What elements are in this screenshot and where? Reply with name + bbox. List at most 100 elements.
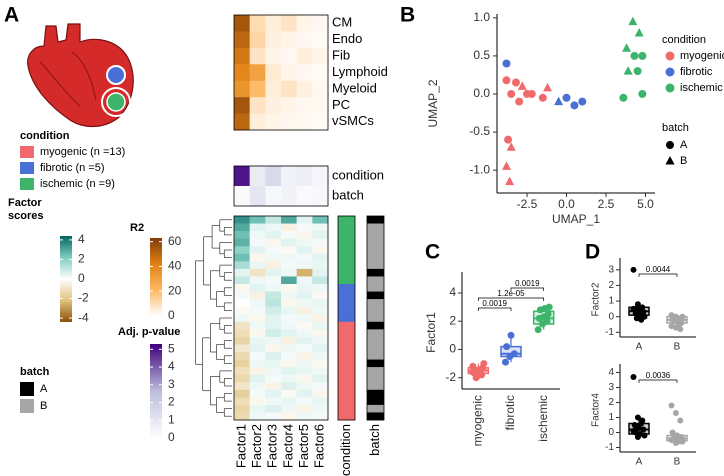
legend-title: condition bbox=[20, 130, 70, 142]
heatmap-cell bbox=[249, 321, 266, 330]
heatmap-cell bbox=[312, 314, 329, 323]
annotation-cell bbox=[367, 412, 384, 421]
heatmap-cell bbox=[312, 329, 329, 338]
bracket bbox=[477, 297, 545, 301]
legend-label: myogenic bbox=[680, 50, 724, 62]
panel-label: C bbox=[425, 241, 440, 264]
point bbox=[517, 81, 527, 90]
point bbox=[676, 434, 683, 440]
heatmap-cell bbox=[234, 404, 250, 413]
colorbar-tick-label: 2 bbox=[78, 252, 85, 266]
colorbar-tick-label: 5 bbox=[168, 341, 175, 355]
annotation-cell bbox=[367, 314, 384, 323]
annotation-cell bbox=[367, 336, 384, 345]
annotation-cell bbox=[367, 246, 384, 255]
heatmap-cell bbox=[234, 276, 250, 285]
colorbar-tick-label: 1 bbox=[168, 412, 175, 426]
column-label: batch bbox=[367, 424, 382, 456]
heatmap-cell bbox=[265, 186, 282, 207]
point bbox=[473, 372, 481, 380]
annotation-cell bbox=[338, 412, 355, 421]
x-tick-label: 0.0 bbox=[558, 197, 575, 211]
heatmap-cell bbox=[296, 253, 313, 262]
point bbox=[640, 426, 647, 433]
annotation-cell bbox=[338, 336, 355, 345]
heatmap-cell bbox=[249, 238, 266, 247]
heatmap-cell bbox=[234, 336, 250, 345]
heatmap-cell bbox=[249, 329, 266, 338]
heatmap-cell bbox=[265, 359, 282, 368]
heatmap-cell bbox=[265, 352, 282, 360]
point bbox=[502, 76, 511, 85]
legend-label: fibrotic bbox=[680, 66, 713, 78]
colorbar-tick-label: 4 bbox=[78, 232, 85, 246]
row-label: Fib bbox=[332, 48, 350, 63]
heatmap-cell bbox=[312, 344, 329, 353]
legend-title: batch bbox=[662, 122, 689, 134]
legend-label: A bbox=[680, 139, 688, 151]
point bbox=[668, 402, 675, 409]
legend-marker bbox=[666, 141, 674, 149]
point bbox=[630, 305, 637, 312]
point bbox=[634, 309, 641, 315]
point bbox=[507, 331, 515, 339]
heatmap-cell bbox=[249, 314, 266, 323]
heatmap-cell bbox=[234, 412, 250, 421]
annotation-cell bbox=[338, 374, 355, 383]
heart-illustration bbox=[27, 23, 134, 128]
column-label: Factor2 bbox=[249, 424, 264, 468]
point bbox=[503, 343, 511, 351]
annotation-cell bbox=[367, 374, 384, 383]
heatmap-cell bbox=[312, 113, 329, 131]
heatmap-cell bbox=[312, 231, 329, 239]
x-tick-label: ischemic bbox=[536, 395, 550, 442]
row-label: condition bbox=[332, 167, 384, 182]
heatmap-cell bbox=[296, 113, 313, 131]
y-tick-label: 4 bbox=[608, 367, 614, 378]
annotation-cell bbox=[338, 284, 355, 292]
point bbox=[638, 51, 647, 60]
row-label: Myeloid bbox=[332, 80, 377, 95]
heatmap-cell bbox=[249, 97, 266, 114]
y-tick-label: 0 bbox=[608, 427, 614, 438]
heatmap-cell bbox=[249, 15, 266, 32]
heatmap-cell bbox=[296, 216, 313, 224]
heatmap-cell bbox=[312, 31, 329, 49]
annotation-cell bbox=[338, 359, 355, 368]
legend-label: fibrotic (n =5) bbox=[40, 162, 105, 174]
legend-swatch bbox=[20, 399, 34, 413]
heatmap-cell bbox=[296, 412, 313, 421]
point bbox=[507, 89, 516, 98]
colorbar bbox=[150, 344, 162, 438]
heatmap-cell bbox=[312, 389, 329, 398]
heatmap-cell bbox=[234, 31, 250, 49]
point bbox=[570, 101, 579, 110]
legend-title: condition bbox=[662, 34, 706, 46]
point bbox=[677, 417, 684, 424]
heatmap-cell bbox=[249, 352, 266, 360]
heatmap-cell bbox=[265, 306, 282, 315]
heatmap-cell bbox=[281, 253, 297, 262]
point bbox=[634, 28, 644, 37]
annotation-cell bbox=[367, 382, 384, 391]
x-tick-label: fibrotic bbox=[503, 395, 517, 430]
heatmap-cell bbox=[296, 291, 313, 300]
annotation-cell bbox=[367, 397, 384, 406]
heatmap-cell bbox=[312, 246, 329, 255]
y-tick-label: 0.0 bbox=[473, 86, 490, 100]
heatmap-cell bbox=[281, 231, 297, 239]
heatmap-cell bbox=[249, 31, 266, 49]
legend-swatch bbox=[20, 178, 34, 190]
x-axis-label: UMAP_1 bbox=[552, 212, 600, 226]
heatmap-cell bbox=[281, 382, 297, 391]
heatmap-cell bbox=[265, 166, 282, 187]
heatmap-cell bbox=[296, 314, 313, 323]
heatmap-cell bbox=[249, 166, 266, 187]
heatmap-cell bbox=[281, 352, 297, 360]
annotation-cell bbox=[367, 344, 384, 353]
annotation-cell bbox=[338, 306, 355, 315]
heatmap-cell bbox=[312, 268, 329, 277]
heatmap-cell bbox=[234, 321, 250, 330]
point bbox=[638, 420, 645, 427]
legend-marker bbox=[665, 67, 675, 77]
